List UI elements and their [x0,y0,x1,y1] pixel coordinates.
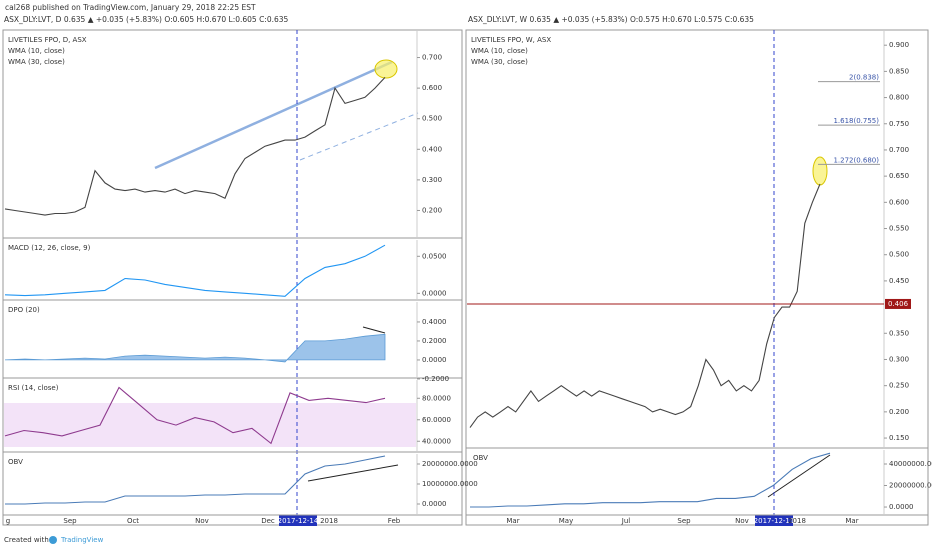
trend-line-dashed [299,112,419,161]
y-tick-label: 0.0500 [422,252,447,260]
line [470,452,831,508]
highlight [374,59,398,79]
price-tag [885,298,911,309]
y-tick-label: 0.900 [889,41,909,49]
x-tick-label: g [6,517,10,525]
y-tick-label: 0.800 [889,94,909,102]
pane-label: DPO (20) [8,306,40,314]
y-tick-label: 0.850 [889,67,909,75]
y-tick-label: 0.200 [422,206,442,214]
line [469,183,821,428]
y-tick-label: 0.600 [422,84,442,92]
y-tick-label: 0.550 [889,225,909,233]
cursor-box [755,515,793,526]
y-tick-label: 40.0000 [422,437,451,445]
y-tick-label: 20000000.0000 [422,460,478,468]
line [4,244,386,297]
y-tick-label: 0.0000 [422,356,447,364]
logo [49,536,57,544]
x-tick-label: Jul [621,517,631,525]
y-tick-label: 0.750 [889,120,909,128]
y-tick-label: 0.450 [889,277,909,285]
y-tick-label: 60.0000 [422,416,451,424]
y-tick-label: 0.700 [889,146,909,154]
x-tick-label: Nov [735,517,749,525]
y-tick-label: 0.600 [889,198,909,206]
y-tick-label: 40000000.0000 [889,460,932,468]
rsi-band [4,403,416,447]
legend-entry: WMA (10, close) [8,47,65,55]
pane-label: OBV [8,458,23,466]
x-tick-label: Dec [261,517,275,525]
legend-entry: WMA (30, close) [8,58,65,66]
y-tick-label: 0.0000 [889,503,914,511]
pane-label: MACD (12, 26, close, 9) [8,244,91,252]
arrow [362,326,386,334]
y-tick-label: 0.2000 [422,337,447,345]
pane-label: RSI (14, close) [8,384,59,392]
y-tick-label: 0.4000 [422,318,447,326]
line [5,455,386,505]
legend-entry: WMA (10, close) [471,47,528,55]
y-tick-label: 0.200 [889,408,909,416]
y-tick-label: 20000000.0000 [889,482,932,490]
cursor-label: 2017-12-11 [754,517,795,525]
area [4,333,386,363]
y-tick-label: 0.300 [422,176,442,184]
legend-entry: LIVETILES FPO, W, ASX [471,36,551,44]
legend-entry: WMA (30, close) [471,58,528,66]
cursor-box [279,515,317,526]
left-title: ASX_DLY:LVT, D 0.635 ▲ +0.035 (+5.83%) O… [4,15,289,24]
x-tick-label: 2018 [788,517,806,525]
fib-label: 1.618(0.755) [833,117,879,125]
y-tick-label: 0.300 [889,355,909,363]
x-tick-label: 2018 [320,517,338,525]
x-tick-label: Nov [195,517,209,525]
right-frame [465,29,929,526]
y-tick-label: 0.700 [422,54,442,62]
y-tick-label: 0.500 [889,251,909,259]
arrow [307,464,399,482]
y-tick-label: 0.650 [889,172,909,180]
price-tag-label: 0.406 [888,300,909,308]
y-tick-label: 0.250 [889,382,909,390]
x-tick-label: Feb [388,517,401,525]
footer-created: Created with [4,536,49,544]
highlight [812,156,828,186]
y-tick-label: -0.2000 [422,375,449,383]
cursor-label: 2017-12-14 [278,517,319,525]
y-tick-label: 0.400 [422,145,442,153]
y-tick-label: 80.0000 [422,394,451,402]
legend-entry: LIVETILES FPO, D, ASX [8,36,87,44]
line [4,386,386,445]
x-tick-label: Sep [677,517,691,525]
arrow [767,454,831,498]
footer-brand: TradingView [60,536,104,544]
byline: cal268 published on TradingView.com, Jan… [5,3,256,12]
x-tick-label: May [559,517,573,525]
y-tick-label: 0.150 [889,434,909,442]
fib-label: 1.272(0.680) [833,156,879,164]
pane-label: OBV [473,454,488,462]
y-tick-label: 0.0000 [422,289,447,297]
x-tick-label: Sep [63,517,77,525]
x-tick-label: Mar [845,517,858,525]
left-frame [2,29,463,526]
y-tick-label: 0.0000 [422,500,447,508]
x-tick-label: Oct [127,517,139,525]
y-tick-label: 0.350 [889,329,909,337]
right-title: ASX_DLY:LVT, W 0.635 ▲ +0.035 (+5.83%) O… [468,15,754,24]
y-tick-label: 0.500 [422,115,442,123]
fib-label: 2(0.838) [849,74,879,82]
x-tick-label: Mar [506,517,519,525]
line [4,77,386,216]
trend-line [154,60,393,170]
y-tick-label: 10000000.0000 [422,480,478,488]
